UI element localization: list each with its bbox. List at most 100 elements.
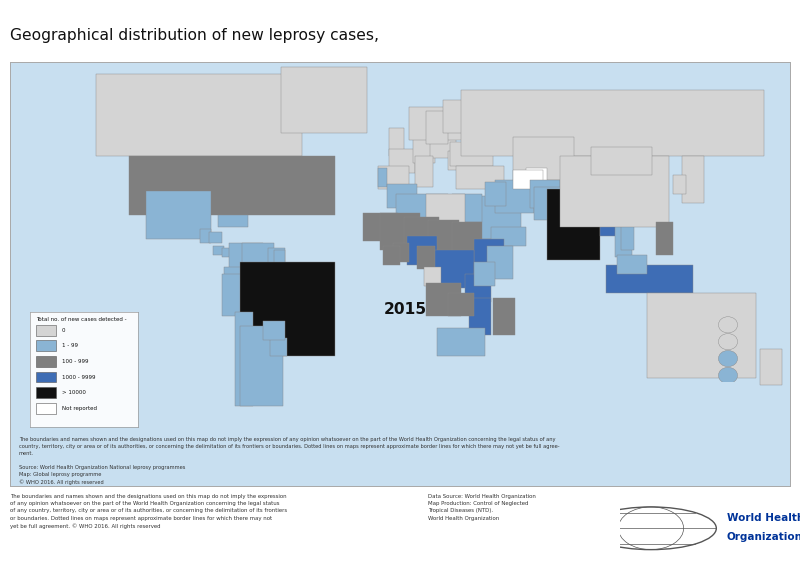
Bar (270, 338, 287, 356)
Bar (363, 212, 398, 241)
Bar (274, 251, 285, 269)
Bar (382, 246, 400, 265)
Bar (242, 243, 274, 271)
Bar (222, 274, 253, 316)
Text: 1000 - 9999: 1000 - 9999 (62, 374, 95, 379)
Circle shape (718, 368, 738, 383)
Bar (474, 262, 495, 285)
Bar (36, 387, 55, 398)
Bar (760, 350, 782, 385)
Bar (443, 99, 470, 133)
Bar (146, 192, 211, 239)
Bar (396, 194, 448, 232)
Bar (426, 283, 461, 316)
Bar (224, 267, 242, 285)
Bar (491, 227, 526, 246)
Text: The boundaries and names shown and the designations used on this map do not impl: The boundaries and names shown and the d… (19, 437, 559, 485)
Bar (534, 187, 565, 220)
Bar (452, 194, 482, 222)
Bar (129, 156, 335, 215)
Text: World Health: World Health (726, 513, 800, 523)
Circle shape (586, 507, 716, 550)
Bar (526, 168, 547, 187)
Bar (263, 321, 285, 340)
Text: The boundaries and names shown and the designations used on this map do not impl: The boundaries and names shown and the d… (10, 494, 286, 529)
Bar (428, 220, 458, 257)
Bar (218, 215, 248, 227)
Bar (647, 293, 756, 378)
Bar (268, 248, 285, 269)
Bar (424, 267, 442, 285)
Bar (461, 90, 764, 156)
Text: Not reported: Not reported (62, 406, 97, 411)
Bar (415, 156, 433, 187)
Bar (201, 229, 211, 243)
Bar (281, 66, 367, 133)
Bar (36, 356, 55, 367)
Bar (656, 222, 674, 255)
Bar (622, 217, 634, 251)
Bar (426, 111, 448, 144)
Bar (36, 402, 55, 414)
Bar (606, 265, 693, 293)
Bar (430, 135, 456, 158)
Bar (474, 239, 504, 267)
Bar (486, 246, 513, 279)
Bar (674, 175, 686, 194)
Bar (248, 300, 274, 328)
Bar (513, 170, 543, 189)
Bar (378, 166, 409, 189)
Bar (378, 168, 387, 187)
Bar (409, 107, 463, 139)
Bar (36, 325, 55, 336)
Bar (547, 189, 599, 260)
Bar (222, 248, 239, 257)
Text: 2015: 2015 (383, 302, 426, 316)
Bar (389, 149, 415, 173)
Bar (239, 326, 283, 406)
Bar (513, 137, 574, 180)
Bar (413, 135, 434, 163)
Bar (434, 251, 474, 288)
Bar (394, 243, 409, 262)
Circle shape (718, 317, 738, 333)
Text: Organization: Organization (726, 532, 800, 542)
Text: 1 - 99: 1 - 99 (62, 343, 78, 348)
Bar (614, 224, 632, 257)
Bar (36, 371, 55, 383)
Bar (470, 297, 491, 336)
Bar (495, 180, 534, 212)
Text: 100 - 999: 100 - 999 (62, 359, 89, 364)
Bar (450, 142, 494, 166)
Bar (36, 341, 55, 351)
Bar (494, 297, 515, 336)
Bar (406, 236, 437, 265)
Text: Data Source: World Health Organization
Map Production: Control of Neglected
Trop: Data Source: World Health Organization M… (428, 494, 536, 520)
Bar (456, 166, 504, 189)
Bar (209, 232, 222, 243)
Bar (561, 156, 669, 227)
Bar (452, 222, 482, 255)
Bar (448, 151, 470, 170)
Circle shape (718, 351, 738, 366)
Bar (389, 128, 404, 156)
Bar (591, 206, 604, 224)
Bar (478, 196, 522, 239)
Bar (387, 184, 418, 208)
Text: Total no. of new cases detected -: Total no. of new cases detected - (36, 316, 126, 321)
Bar (465, 274, 491, 302)
Text: > 10000: > 10000 (62, 390, 86, 395)
Bar (229, 243, 263, 285)
Text: Geographical distribution of new leprosy cases,: Geographical distribution of new leprosy… (10, 28, 383, 43)
Bar (617, 255, 647, 274)
Text: 0: 0 (62, 328, 66, 333)
Bar (214, 246, 224, 255)
Bar (418, 246, 434, 269)
Bar (599, 203, 622, 236)
Circle shape (718, 334, 738, 350)
Bar (437, 328, 485, 356)
Bar (235, 312, 253, 406)
Bar (239, 262, 335, 356)
Bar (530, 180, 561, 208)
Bar (591, 147, 651, 175)
